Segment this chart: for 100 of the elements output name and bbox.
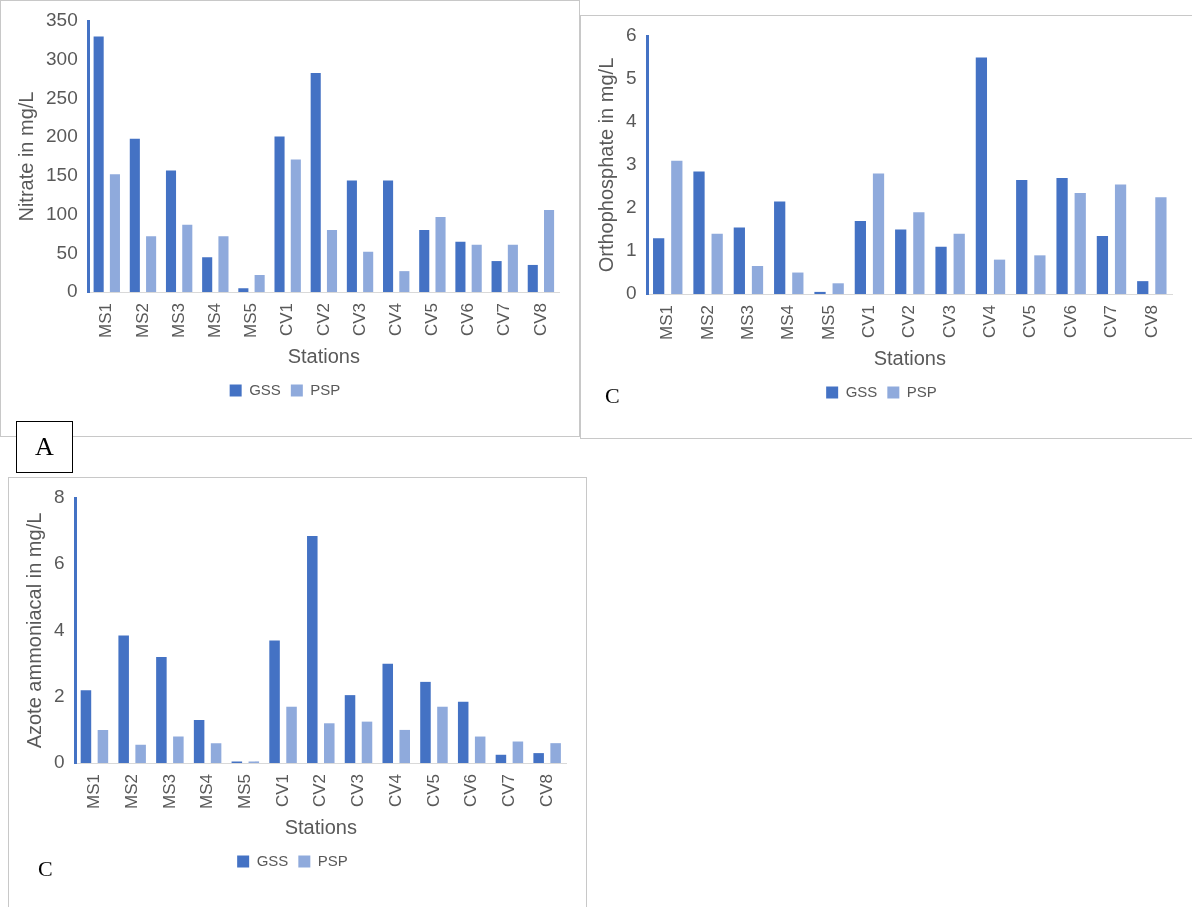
x-tick-label: CV6	[461, 774, 481, 808]
bar	[109, 174, 120, 293]
bar	[471, 244, 482, 293]
x-tick-label: CV4	[980, 305, 1000, 339]
bar	[527, 264, 538, 293]
bar	[399, 271, 410, 293]
bar	[182, 224, 193, 293]
x-tick-label: CV2	[313, 303, 333, 337]
y-tick-label: 4	[53, 618, 65, 640]
bar	[533, 753, 544, 764]
x-tick-label: MS5	[241, 303, 261, 339]
bar	[97, 729, 109, 764]
x-tick-label: MS4	[197, 774, 217, 810]
bar	[975, 57, 988, 295]
y-tick-label: 5	[625, 67, 637, 89]
bar	[254, 275, 265, 293]
bar	[872, 173, 885, 295]
y-tick-label: 50	[56, 241, 78, 263]
bar	[1096, 235, 1109, 295]
x-tick-label: CV6	[458, 303, 478, 337]
x-tick-label: MS1	[96, 303, 116, 339]
x-tick-label: CV2	[310, 774, 330, 808]
bar	[269, 640, 280, 764]
bar	[290, 159, 301, 293]
x-tick-label: MS1	[84, 774, 104, 810]
x-tick-label: CV7	[1101, 305, 1121, 339]
legend-label: PSP	[317, 851, 348, 869]
x-tick-label: CV3	[939, 305, 959, 339]
x-tick-label: MS4	[778, 305, 798, 341]
bar	[435, 216, 446, 293]
y-tick-label: 3	[625, 153, 637, 175]
bar	[1137, 281, 1149, 295]
x-axis-title: Stations	[284, 815, 357, 838]
x-tick-label: MS5	[235, 774, 255, 810]
legend-label: PSP	[310, 380, 341, 398]
bar	[854, 220, 866, 295]
y-axis-title: Orthophosphate in mg/L	[594, 57, 617, 273]
x-tick-label: CV4	[385, 303, 405, 337]
x-tick-label: MS2	[132, 303, 152, 339]
bar	[913, 212, 925, 295]
x-tick-label: CV8	[1141, 305, 1161, 339]
legend-label: GSS	[249, 380, 281, 398]
x-tick-label: MS3	[738, 305, 758, 341]
bar	[544, 209, 555, 293]
x-tick-label: CV3	[349, 303, 369, 337]
y-tick-label: 6	[53, 552, 65, 574]
bar	[93, 36, 104, 293]
x-axis-title: Stations	[873, 346, 946, 369]
y-tick-label: 6	[625, 24, 637, 46]
x-tick-label: CV3	[348, 774, 368, 808]
bar	[455, 241, 466, 293]
x-tick-label: CV2	[899, 305, 919, 339]
bar	[238, 288, 249, 293]
y-axis-title: Nitrate in mg/L	[14, 91, 37, 222]
x-tick-label: CV1	[859, 305, 879, 339]
bar	[326, 230, 338, 293]
legend-label: GSS	[256, 851, 289, 869]
bar	[274, 136, 285, 293]
y-tick-label: 200	[46, 125, 78, 147]
y-tick-label: 100	[46, 202, 78, 224]
x-tick-label: MS2	[697, 305, 717, 341]
y-tick-label: 0	[53, 751, 65, 773]
bar	[286, 706, 297, 764]
bar	[420, 681, 431, 764]
x-tick-label: CV8	[530, 303, 550, 337]
bar	[512, 741, 524, 764]
x-tick-label: CV5	[422, 303, 442, 337]
bar	[711, 233, 723, 295]
bar	[1114, 184, 1127, 295]
x-tick-label: MS3	[159, 774, 179, 810]
text: A	[16, 421, 73, 473]
bar	[993, 259, 1006, 295]
bar	[491, 261, 502, 293]
bar	[474, 736, 486, 764]
text: C	[38, 856, 53, 882]
bar	[129, 138, 140, 293]
x-tick-label: CV4	[385, 774, 405, 808]
y-tick-label: 1	[625, 239, 637, 261]
bar	[310, 72, 321, 293]
bar	[383, 180, 394, 293]
bar	[1074, 192, 1086, 295]
bar	[751, 266, 764, 295]
bar	[653, 238, 665, 295]
bar	[165, 170, 177, 293]
bar	[173, 736, 184, 764]
x-tick-label: MS1	[657, 305, 677, 341]
bar	[935, 246, 947, 295]
y-tick-label: 150	[46, 164, 78, 186]
y-tick-label: 300	[46, 47, 78, 69]
bar	[382, 663, 394, 764]
bar	[1155, 197, 1167, 295]
legend-label: PSP	[906, 382, 937, 400]
y-tick-label: 350	[46, 9, 78, 31]
x-tick-label: CV1	[272, 774, 292, 808]
bar	[346, 180, 357, 293]
y-tick-label: 2	[625, 196, 637, 218]
bar	[671, 160, 683, 295]
bar	[792, 272, 804, 295]
bar	[80, 690, 92, 764]
bar	[419, 230, 430, 293]
